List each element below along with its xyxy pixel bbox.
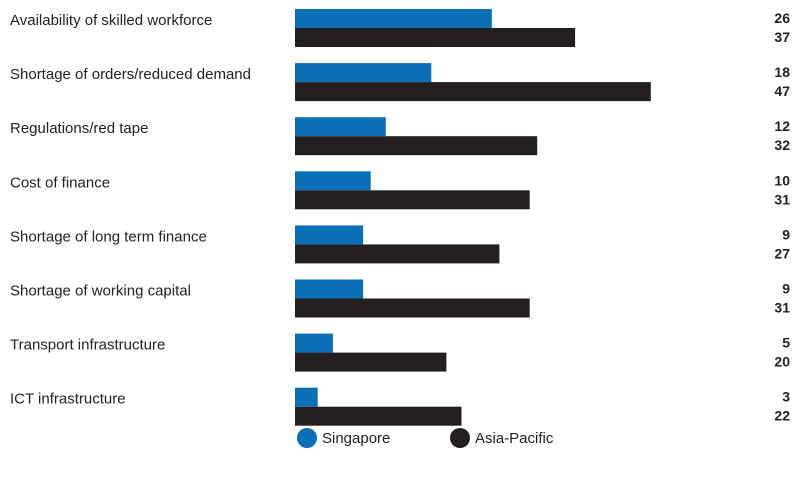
bar-singapore bbox=[295, 171, 371, 191]
bar-asia-pacific bbox=[295, 352, 447, 372]
category-label: ICT infrastructure bbox=[10, 391, 126, 408]
value-label-singapore: 12 bbox=[774, 118, 790, 134]
legend-label-asia-pacific: Asia-Pacific bbox=[475, 430, 554, 447]
value-label-asia-pacific: 31 bbox=[774, 191, 790, 207]
bar-singapore bbox=[295, 117, 386, 137]
category-label: Availability of skilled workforce bbox=[10, 12, 212, 29]
category-label: Cost of finance bbox=[10, 174, 110, 191]
value-label-singapore: 10 bbox=[774, 172, 790, 188]
bar-asia-pacific bbox=[295, 406, 462, 426]
bar-singapore bbox=[295, 9, 492, 28]
value-label-asia-pacific: 31 bbox=[774, 300, 790, 316]
value-label-singapore: 3 bbox=[782, 389, 790, 405]
value-label-singapore: 26 bbox=[774, 10, 790, 26]
bar-singapore bbox=[295, 387, 318, 407]
value-label-asia-pacific: 37 bbox=[774, 29, 790, 45]
bar-singapore bbox=[295, 63, 432, 83]
category-label: Shortage of working capital bbox=[10, 283, 191, 300]
value-label-asia-pacific: 27 bbox=[774, 245, 790, 261]
bars bbox=[295, 9, 651, 426]
bar-asia-pacific bbox=[295, 82, 651, 102]
bar-singapore bbox=[295, 333, 333, 353]
value-label-asia-pacific: 20 bbox=[774, 354, 790, 370]
value-label-asia-pacific: 47 bbox=[774, 83, 790, 99]
category-label: Regulations/red tape bbox=[10, 120, 148, 137]
category-labels: Availability of skilled workforce Shortag… bbox=[10, 12, 251, 408]
bar-singapore bbox=[295, 279, 364, 299]
legend-label-singapore: Singapore bbox=[322, 430, 390, 447]
value-labels: 26 37 18 47 12 32 10 31 9 27 9 31 5 20 3 22 bbox=[774, 10, 790, 424]
value-label-singapore: 9 bbox=[782, 226, 790, 242]
category-label: Transport infrastructure bbox=[10, 337, 165, 354]
value-label-asia-pacific: 22 bbox=[774, 408, 790, 424]
bar-asia-pacific bbox=[295, 244, 500, 264]
value-label-singapore: 5 bbox=[782, 335, 790, 351]
bar-asia-pacific bbox=[295, 190, 530, 210]
bar-asia-pacific bbox=[295, 136, 538, 156]
value-label-singapore: 9 bbox=[782, 281, 790, 297]
category-label: Shortage of long term finance bbox=[10, 228, 207, 245]
bar-asia-pacific bbox=[295, 298, 530, 318]
value-label-singapore: 18 bbox=[774, 64, 790, 80]
bar-asia-pacific bbox=[295, 28, 576, 47]
value-label-asia-pacific: 32 bbox=[774, 137, 790, 153]
category-label: Shortage of orders/reduced demand bbox=[10, 66, 251, 83]
legend-swatch-singapore bbox=[297, 428, 317, 448]
legend-swatch-asia-pacific bbox=[450, 428, 470, 448]
bar-singapore bbox=[295, 225, 364, 245]
legend: Singapore Asia-Pacific bbox=[297, 428, 554, 448]
